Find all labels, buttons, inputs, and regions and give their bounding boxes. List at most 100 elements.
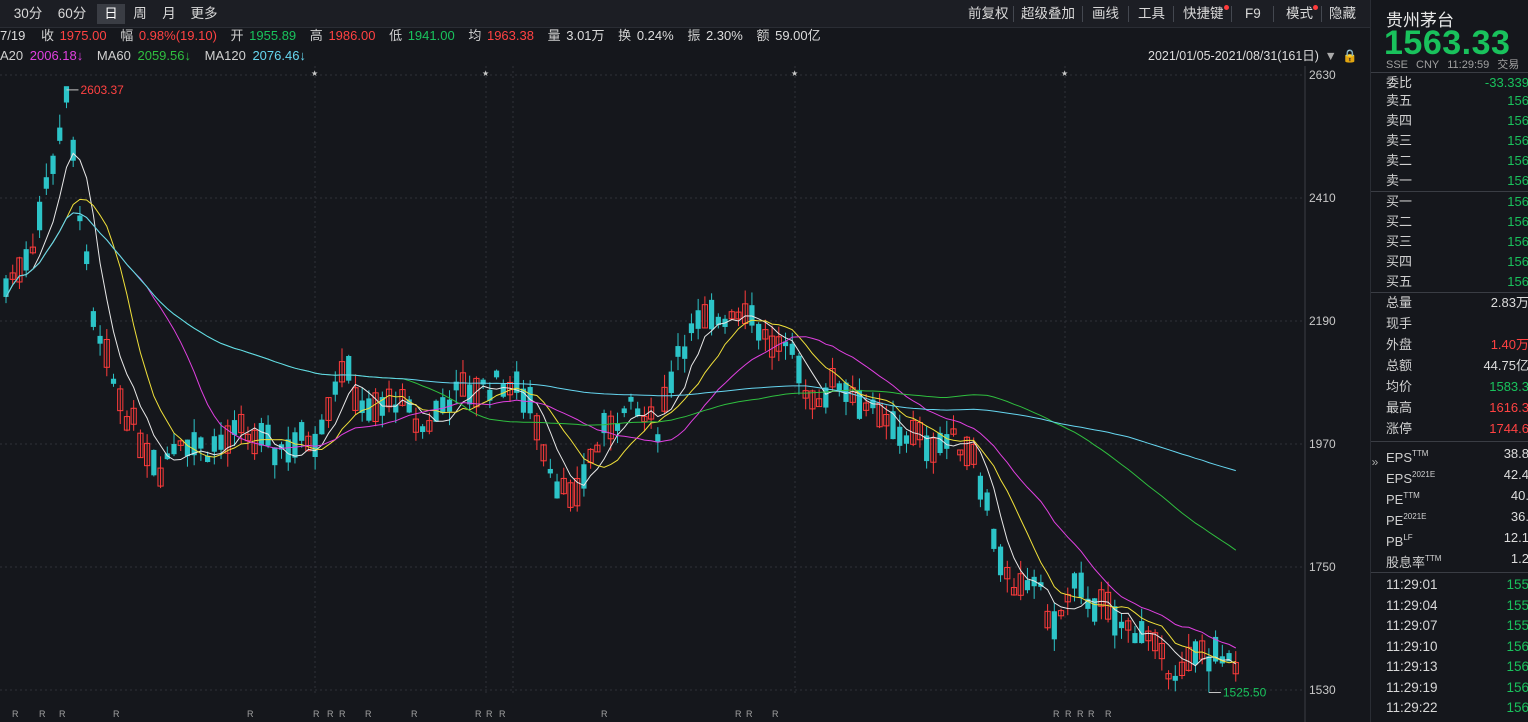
- candle-body: [944, 434, 950, 449]
- ask-price: 156: [1507, 93, 1528, 108]
- candle-body: [393, 404, 399, 413]
- orderbook-divider: [1371, 292, 1528, 293]
- candle-body: [782, 341, 789, 347]
- timeframe-30min[interactable]: 30分: [13, 6, 43, 21]
- f9-button[interactable]: F9: [1245, 6, 1261, 21]
- candle-body: [1024, 580, 1031, 591]
- stat-row: 现手: [1386, 314, 1528, 334]
- tick-price: 156: [1506, 679, 1528, 695]
- amplitude-value: 2.30%: [705, 28, 743, 43]
- tick-row: 11:29:01 155: [1386, 575, 1528, 595]
- ask-row[interactable]: 卖五 156: [1386, 91, 1528, 111]
- candle-body: [191, 432, 197, 456]
- candle-body: [1078, 572, 1084, 598]
- bid-row[interactable]: 买二 156: [1386, 212, 1528, 232]
- candle-body: [285, 439, 291, 463]
- event-star-marker: ★: [791, 69, 798, 78]
- candle-body: [560, 477, 567, 495]
- timeframe-60min[interactable]: 60分: [57, 6, 87, 21]
- candle-body: [84, 251, 90, 265]
- timeframe-more[interactable]: 更多: [190, 6, 218, 21]
- timeframe-day[interactable]: 日: [97, 4, 125, 24]
- ask-label: 卖一: [1386, 173, 1413, 188]
- candle-body: [756, 323, 762, 341]
- range-value: 0.98%(19.10): [138, 28, 217, 43]
- fundamental-value: 1.2: [1510, 551, 1528, 566]
- tools-button[interactable]: 工具: [1138, 6, 1165, 21]
- candle-body: [346, 356, 352, 381]
- candle-body: [205, 455, 211, 463]
- collapse-panel-icon[interactable]: »: [1371, 455, 1379, 469]
- candle-body: [272, 447, 278, 466]
- candle-body: [970, 443, 977, 465]
- tick-price: 156: [1506, 638, 1528, 654]
- candlestick-chart[interactable]: 2630 2410 2190 1970 1750 1530 2603.37 1525.50 ★…: [0, 66, 1368, 722]
- fundamental-value: 38.8: [1503, 446, 1528, 461]
- candle-body: [930, 437, 937, 463]
- candle-body: [77, 215, 83, 222]
- candle-body: [29, 246, 36, 254]
- candle-body: [426, 420, 433, 432]
- candle-body: [1206, 656, 1212, 672]
- fundamental-value: 40.: [1510, 488, 1528, 503]
- ask-price: 156: [1507, 153, 1528, 168]
- tick-row: 11:29:04 155: [1386, 596, 1528, 616]
- candle-body: [151, 449, 157, 476]
- ask-row[interactable]: 卖四 156: [1386, 111, 1528, 131]
- candle-body: [991, 528, 997, 549]
- tick-time: 11:29:13: [1386, 659, 1438, 674]
- bid-row[interactable]: 买五 156: [1386, 272, 1528, 292]
- tick-time: 11:29:22: [1386, 700, 1438, 715]
- hide-button[interactable]: 隐藏: [1329, 6, 1356, 21]
- tick-row: 11:29:10 156: [1386, 637, 1528, 657]
- timeframe-week[interactable]: 周: [133, 6, 147, 21]
- bid-row[interactable]: 买三 156: [1386, 232, 1528, 252]
- candle-body: [359, 400, 365, 414]
- candle-body: [224, 425, 231, 454]
- stat-value: 1.40万: [1490, 337, 1528, 352]
- ma60-label: MA60: [96, 48, 131, 63]
- candle-body: [123, 416, 131, 431]
- candle-body: [1085, 598, 1091, 609]
- candle-body: [607, 415, 614, 440]
- dropdown-triangle-icon[interactable]: ▼: [1324, 49, 1337, 63]
- timeframe-month[interactable]: 月: [162, 6, 176, 21]
- candle-body: [90, 311, 96, 327]
- tick-price: 156: [1506, 659, 1528, 674]
- candle-body: [688, 323, 695, 334]
- avg-label: 均: [468, 28, 482, 43]
- low-value: 1941.00: [407, 28, 455, 43]
- candle-body: [614, 423, 621, 431]
- candle-body: [977, 475, 983, 500]
- bid-row[interactable]: 买一 156: [1386, 192, 1528, 212]
- candle-body: [157, 467, 164, 487]
- tick-time: 11:29:10: [1386, 638, 1438, 654]
- draw-line-button[interactable]: 画线: [1092, 6, 1119, 21]
- ma-lines: [5, 152, 1237, 667]
- mode-label: 模式: [1286, 6, 1313, 21]
- lock-icon[interactable]: 🔒: [1342, 49, 1358, 63]
- candle-body: [500, 384, 506, 397]
- candle-body: [682, 346, 688, 359]
- stat-label: 现手: [1386, 316, 1413, 331]
- toolbar-divider: [1013, 6, 1014, 22]
- rights-marker-r: R: [735, 709, 742, 719]
- ask-row[interactable]: 卖二 156: [1386, 151, 1528, 171]
- stat-label: 最高: [1386, 400, 1413, 415]
- candle-body: [406, 399, 412, 413]
- candle-body: [366, 398, 372, 421]
- stat-label: 总量: [1386, 295, 1413, 310]
- overlay-button[interactable]: 超级叠加: [1021, 6, 1075, 21]
- candle-body: [823, 387, 829, 408]
- bid-row[interactable]: 买四 156: [1386, 252, 1528, 272]
- tick-row: 11:29:13 156: [1386, 657, 1528, 677]
- candle-body: [137, 432, 144, 459]
- shortcut-button[interactable]: 快捷键: [1183, 4, 1229, 24]
- ask-row[interactable]: 卖三 156: [1386, 131, 1528, 151]
- rights-marker-r: R: [486, 709, 493, 719]
- candle-body: [957, 449, 964, 456]
- fundamental-label: EPS2021E: [1386, 470, 1436, 486]
- mode-button[interactable]: 模式: [1286, 4, 1318, 24]
- ask-row[interactable]: 卖一 156: [1386, 171, 1528, 191]
- adjust-forward-button[interactable]: 前复权: [968, 6, 1009, 21]
